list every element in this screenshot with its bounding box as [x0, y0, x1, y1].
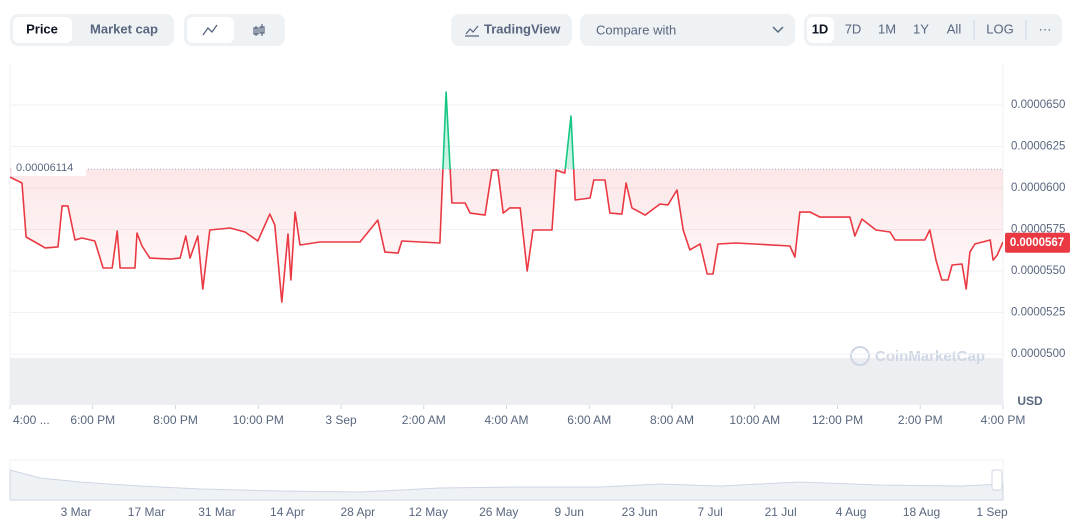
navigator-label: 14 Apr: [270, 505, 305, 519]
y-tick-label: 0.0000525: [1011, 307, 1065, 319]
x-tick-label: 2:00 PM: [898, 413, 943, 427]
x-tick-label: 12:00 PM: [812, 413, 863, 427]
x-tick-label: 10:00 AM: [729, 413, 780, 427]
candle-icon[interactable]: [253, 24, 265, 36]
range-button[interactable]: 1M: [878, 21, 896, 36]
log-button[interactable]: LOG: [986, 21, 1013, 36]
navigator-label: 26 May: [479, 505, 518, 519]
y-tick-label: 0.0000625: [1011, 141, 1065, 153]
range-button[interactable]: 1Y: [913, 21, 929, 36]
range-button[interactable]: 7D: [845, 21, 862, 36]
x-tick-label: 6:00 PM: [70, 413, 115, 427]
y-tick-label: 0.0000650: [1011, 99, 1065, 111]
navigator-label: 1 Sep: [976, 505, 1008, 519]
more-button[interactable]: ···: [1039, 21, 1052, 36]
line-icon: [202, 24, 218, 36]
x-tick-label: 4:00 AM: [484, 413, 528, 427]
y-tick-label: 0.0000575: [1011, 224, 1065, 236]
volume-band: [10, 358, 1003, 405]
x-tick-label: 3 Sep: [325, 413, 357, 427]
x-tick-label: 8:00 AM: [650, 413, 694, 427]
y-tick-label: 0.0000500: [1011, 348, 1065, 360]
navigator-label: 17 Mar: [128, 505, 165, 519]
navigator-label: 28 Apr: [340, 505, 375, 519]
last-price-label: 0.0000567: [1010, 237, 1064, 249]
market-cap-button[interactable]: Market cap: [90, 21, 158, 36]
x-tick-label: 10:00 PM: [233, 413, 284, 427]
navigator-label: 18 Aug: [903, 505, 940, 519]
navigator-handle[interactable]: [991, 469, 1003, 491]
y-tick-label: 0.0000600: [1011, 182, 1065, 194]
tv-icon: [465, 25, 479, 37]
reference-tag: [12, 160, 86, 177]
navigator-label: 21 Jul: [765, 505, 797, 519]
x-tick-label: 4:00 PM: [981, 413, 1026, 427]
range-button[interactable]: All: [947, 21, 962, 36]
navigator-label: 4 Aug: [836, 505, 867, 519]
compare-label[interactable]: Compare with: [596, 22, 676, 37]
price-line: [10, 169, 1003, 303]
range-button[interactable]: 1D: [812, 21, 829, 36]
unit-label: USD: [1017, 394, 1043, 408]
navigator-label: 7 Jul: [697, 505, 722, 519]
area-down: [10, 169, 1003, 303]
navigator-area: [9, 469, 1004, 501]
compare-dropdown[interactable]: [580, 14, 795, 46]
price-label[interactable]: Price: [26, 21, 58, 36]
tradingview-button[interactable]: [451, 14, 572, 46]
price-button[interactable]: [13, 17, 72, 43]
navigator-label: 31 Mar: [198, 505, 235, 519]
y-tick-label: 0.0000550: [1011, 265, 1065, 277]
x-tick-label: 4:00 ...: [13, 413, 50, 427]
range-active: [807, 17, 834, 43]
navigator-label: 9 Jun: [555, 505, 584, 519]
x-tick-label: 8:00 PM: [153, 413, 198, 427]
x-tick-label: 6:00 AM: [567, 413, 611, 427]
navigator-label: 12 May: [409, 505, 448, 519]
x-tick-label: 2:00 AM: [402, 413, 446, 427]
navigator-label: 23 Jun: [622, 505, 658, 519]
watermark: CoinMarketCap: [875, 348, 985, 365]
range-group: [804, 14, 1062, 46]
reference-label: 0.00006114: [16, 162, 73, 174]
tradingview-label[interactable]: TradingView: [484, 21, 561, 36]
watermark-logo: [850, 346, 870, 366]
chevron: [772, 26, 784, 34]
navigator-label: 3 Mar: [61, 505, 92, 519]
last-price-tag: [1005, 232, 1070, 253]
